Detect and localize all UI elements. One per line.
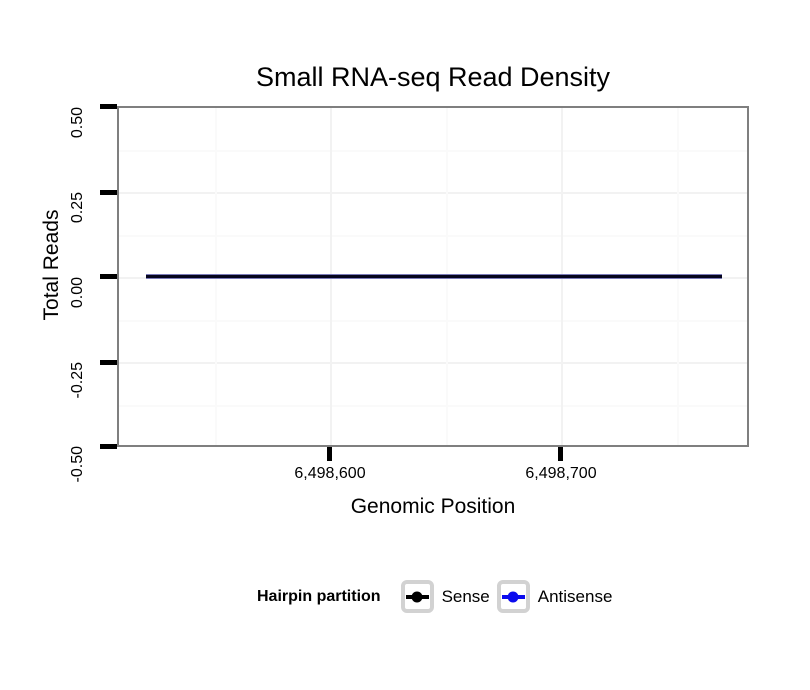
- y-tick-mark: [100, 274, 117, 279]
- legend-title: Hairpin partition: [257, 587, 381, 605]
- x-tick-label: 6,498,700: [525, 465, 597, 482]
- x-tick-mark: [558, 447, 563, 461]
- x-axis-title: Genomic Position: [350, 495, 516, 518]
- gridline-h-minor: [119, 405, 747, 407]
- legend-label-antisense: Antisense: [537, 586, 613, 606]
- plot-title: Small RNA-seq Read Density: [255, 62, 611, 92]
- y-tick-label: 0.50: [69, 107, 86, 139]
- y-tick-label: -0.50: [69, 446, 86, 483]
- gridline-h-major: [119, 192, 747, 194]
- legend-key-sense: [400, 580, 434, 613]
- legend-label-sense: Sense: [441, 586, 490, 606]
- sense-point-icon: [411, 591, 423, 602]
- y-tick-label: 0.25: [69, 192, 86, 224]
- legend-item-antisense: Antisense: [496, 580, 613, 613]
- y-tick-mark: [100, 444, 117, 449]
- legend-key-antisense: [496, 580, 530, 613]
- y-axis-title: Total Reads: [40, 209, 63, 321]
- y-tick-mark: [100, 190, 117, 195]
- gridline-h-major: [119, 362, 747, 364]
- y-tick-label: -0.25: [69, 362, 86, 399]
- gridline-h-minor: [119, 235, 747, 237]
- y-tick-mark: [100, 360, 117, 365]
- antisense-point-icon: [507, 591, 519, 602]
- gridline-h-minor: [119, 150, 747, 152]
- y-tick-label: 0.00: [69, 277, 86, 309]
- x-tick-mark: [327, 447, 332, 461]
- plot-panel: [117, 106, 749, 447]
- legend: Hairpin partition Sense Antisense: [257, 579, 612, 614]
- legend-item-sense: Sense: [400, 580, 490, 613]
- read-density-line: [146, 274, 722, 279]
- y-tick-mark: [100, 104, 117, 109]
- gridline-h-minor: [119, 320, 747, 322]
- x-tick-label: 6,498,600: [294, 465, 366, 482]
